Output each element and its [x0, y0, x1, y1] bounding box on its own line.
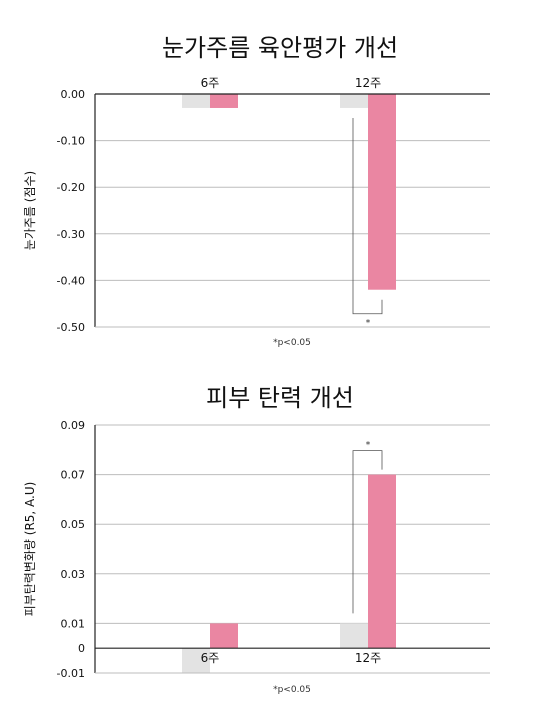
- y-axis-title: 피부탄력변화량 (R5, A.U): [23, 482, 37, 617]
- significance-marker: *: [366, 319, 371, 329]
- chart-title-wrinkle: 눈가주름 육안평가 개선: [161, 34, 399, 62]
- bar-control-2: [340, 94, 368, 108]
- y-tick-label: 0.09: [61, 419, 86, 432]
- elasticity-chart: 0.09 0.07 0.05 0.03 0.01 0 -0.01 6주 12주 피부탄력변화량 (…: [23, 419, 490, 695]
- y-tick-label: -0.01: [57, 667, 85, 680]
- y-axis-title: 눈가주름 (점수): [23, 171, 37, 250]
- significance-bracket: [352, 450, 383, 614]
- y-tick-label: -0.50: [57, 321, 85, 334]
- chart-title-elasticity: 피부 탄력 개선: [206, 384, 354, 412]
- y-tick-label: -0.40: [57, 274, 85, 287]
- y-tick-label: 0.05: [61, 518, 86, 531]
- footnote: *p<0.05: [273, 338, 311, 348]
- bar-control-1: [182, 648, 210, 673]
- category-label: 12주: [355, 651, 381, 665]
- significance-bracket: [352, 117, 383, 315]
- y-tick-label: 0.01: [61, 617, 86, 630]
- y-tick-label: -0.30: [57, 228, 85, 241]
- bar-test-1: [210, 94, 238, 108]
- category-label: 6주: [201, 651, 220, 665]
- footnote: *p<0.05: [273, 685, 311, 695]
- bar-control-1: [182, 94, 210, 108]
- y-tick-label: 0: [78, 642, 85, 655]
- bar-test-1: [210, 623, 238, 649]
- significance-marker: *: [366, 441, 371, 451]
- category-label: 12주: [355, 76, 381, 90]
- y-tick-label: -0.20: [57, 181, 85, 194]
- y-tick-label: 0.00: [61, 88, 86, 101]
- y-tick-label: -0.10: [57, 135, 85, 148]
- bar-test-2: [368, 474, 396, 649]
- y-tick-label: 0.07: [61, 469, 86, 482]
- category-label: 6주: [201, 76, 220, 90]
- y-tick-label: 0.03: [61, 568, 86, 581]
- bar-test-2: [368, 94, 396, 290]
- bar-control-2: [340, 623, 368, 649]
